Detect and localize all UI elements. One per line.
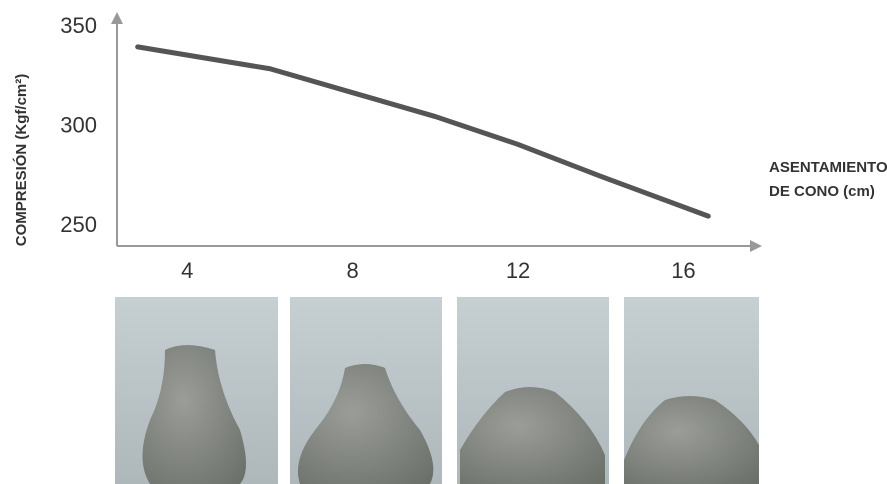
photo-cone <box>297 364 434 484</box>
photo-cone <box>142 345 246 484</box>
y-axis-label: COMPRESIÓN (Kgf/cm²) <box>12 74 30 247</box>
x-axis-label: ASENTAMIENTO <box>769 159 887 176</box>
photos <box>115 297 759 484</box>
x-tick-label: 12 <box>506 258 530 283</box>
line <box>135 44 711 219</box>
x-axis-arrow <box>750 240 762 252</box>
x-tick-label: 4 <box>181 258 193 283</box>
y-axis-arrow <box>111 12 123 24</box>
x-tick-label: 16 <box>671 258 695 283</box>
y-tick-label: 250 <box>60 212 97 237</box>
x-axis-label: DE CONO (cm) <box>769 183 875 200</box>
y-tick-label: 300 <box>60 112 97 137</box>
photo-cone <box>460 387 605 484</box>
x-tick-label: 8 <box>347 258 359 283</box>
y-tick-label: 350 <box>60 13 97 38</box>
photo-cone <box>624 396 759 484</box>
